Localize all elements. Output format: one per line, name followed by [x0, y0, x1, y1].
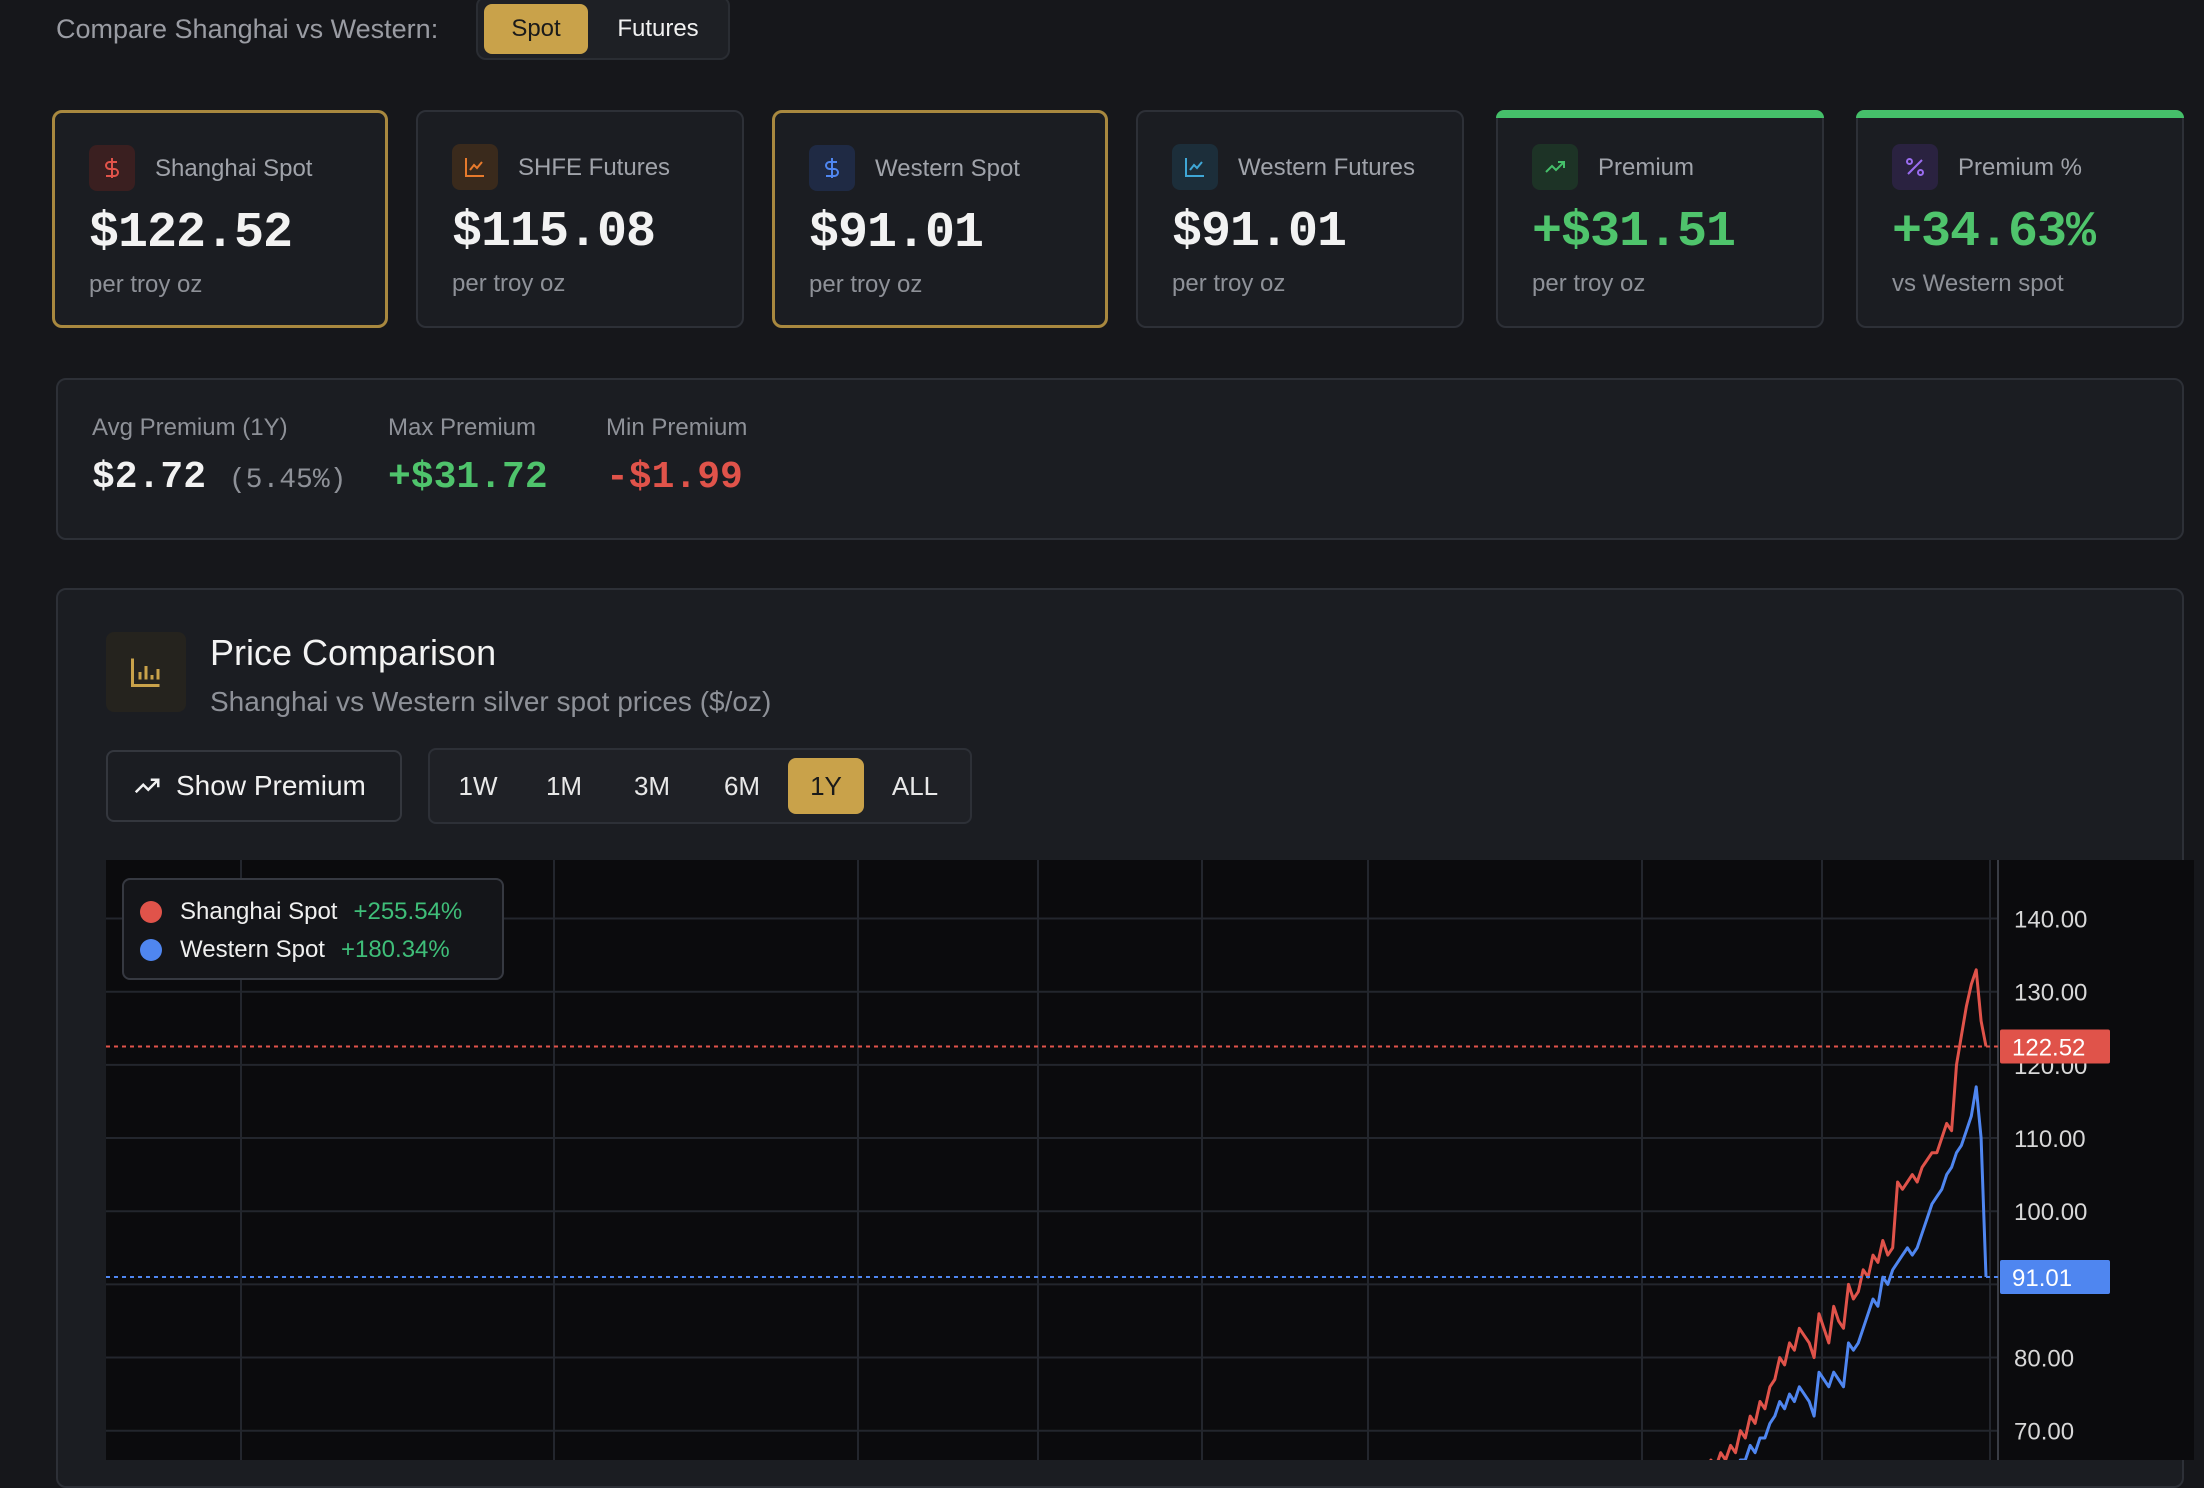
range-3m-button[interactable]: 3M	[633, 771, 671, 801]
card-shanghai-spot: Shanghai Spot $122.52 per troy oz	[52, 110, 388, 328]
max-premium-label: Max Premium	[388, 414, 537, 441]
card-title: Western Futures	[1238, 154, 1415, 181]
card-premium-percent: Premium % +34.63% vs Western spot	[1856, 110, 2184, 328]
card-value: $122.52	[89, 205, 293, 262]
card-value: $91.01	[809, 205, 984, 262]
price-tag-label: 91.01	[2012, 1265, 2072, 1292]
bar-chart-icon	[106, 632, 186, 712]
compare-label: Compare Shanghai vs Western:	[56, 14, 439, 44]
card-subtitle: per troy oz	[1532, 270, 1646, 297]
legend-label: Shanghai Spot	[180, 898, 338, 925]
legend-item-shanghai[interactable]: Shanghai Spot +255.54%	[140, 894, 462, 930]
card-subtitle: per troy oz	[809, 271, 923, 298]
price-comparison-panel: Price Comparison Shanghai vs Western sil…	[56, 588, 2194, 1488]
y-tick-label: 100.00	[2014, 1199, 2087, 1226]
percent-icon	[1892, 144, 1938, 190]
series-line-western	[1738, 1085, 1988, 1460]
trending-up-icon	[1532, 144, 1578, 190]
premium-stats: Avg Premium (1Y) $2.72 (5.45%) Max Premi…	[56, 378, 2184, 540]
card-western-spot: Western Spot $91.01 per troy oz	[772, 110, 1108, 328]
futures-toggle-button[interactable]: Futures	[617, 15, 699, 42]
y-tick-label: 70.00	[2014, 1419, 2074, 1446]
max-premium-value: +$31.72	[388, 456, 548, 499]
card-subtitle: vs Western spot	[1892, 270, 2064, 297]
dollar-icon	[89, 145, 135, 191]
min-premium-label: Min Premium	[606, 414, 748, 441]
series-line-shanghai	[1709, 968, 1988, 1460]
card-shfe-futures: SHFE Futures $115.08 per troy oz	[416, 110, 744, 328]
range-1w-button[interactable]: 1W	[458, 771, 498, 801]
card-value: +34.63%	[1892, 204, 2096, 261]
card-value: +$31.51	[1532, 204, 1736, 261]
price-tag	[2000, 1029, 2110, 1064]
show-premium-button[interactable]: Show Premium	[106, 750, 402, 822]
trending-up-icon	[134, 778, 160, 794]
y-tick-label: 130.00	[2014, 980, 2087, 1007]
range-all-button[interactable]: ALL	[891, 771, 939, 801]
line-chart-icon	[452, 144, 498, 190]
legend-change: +180.34%	[340, 936, 450, 963]
line-chart-icon	[1172, 144, 1218, 190]
card-subtitle: per troy oz	[89, 271, 203, 298]
card-title: Western Spot	[875, 155, 1020, 182]
chart-legend: Shanghai Spot +255.54% Western Spot +180…	[122, 878, 504, 980]
card-premium: Premium +$31.51 per troy oz	[1496, 110, 1824, 328]
card-title: Shanghai Spot	[155, 155, 313, 182]
card-title: Premium	[1598, 154, 1695, 181]
dollar-icon	[809, 145, 855, 191]
compare-toggle: Spot Futures	[476, 0, 730, 60]
legend-label: Western Spot	[180, 936, 325, 963]
card-title: SHFE Futures	[518, 154, 671, 181]
avg-premium-label: Avg Premium (1Y)	[92, 414, 288, 441]
card-subtitle: per troy oz	[452, 270, 566, 297]
range-1m-button[interactable]: 1M	[545, 771, 583, 801]
legend-dot	[140, 901, 162, 923]
y-tick-label: 110.00	[2014, 1126, 2086, 1153]
legend-change: +255.54%	[353, 898, 463, 925]
time-range-selector: 1W 1M 3M 6M 1Y ALL	[428, 748, 972, 824]
min-premium-value: -$1.99	[606, 456, 743, 499]
card-value: $91.01	[1172, 204, 1347, 261]
price-tag-label: 122.52	[2012, 1034, 2085, 1061]
spot-toggle-button[interactable]: Spot	[484, 4, 588, 54]
card-title: Premium %	[1958, 154, 2083, 181]
avg-premium-percent: (5.45%)	[228, 465, 347, 496]
range-6m-button[interactable]: 6M	[723, 771, 761, 801]
card-subtitle: per troy oz	[1172, 270, 1286, 297]
price-tag	[2000, 1260, 2110, 1294]
y-tick-label: 80.00	[2014, 1346, 2074, 1373]
y-tick-label: 140.00	[2014, 907, 2087, 934]
range-1y-button[interactable]: 1Y	[788, 758, 864, 814]
legend-dot	[140, 939, 162, 961]
legend-item-western[interactable]: Western Spot +180.34%	[140, 932, 450, 968]
avg-premium-value: $2.72 (5.45%)	[92, 456, 346, 499]
card-western-futures: Western Futures $91.01 per troy oz	[1136, 110, 1464, 328]
avg-premium-amount: $2.72	[92, 456, 207, 499]
panel-subtitle: Shanghai vs Western silver spot prices (…	[210, 686, 772, 717]
show-premium-label: Show Premium	[176, 770, 366, 801]
panel-title: Price Comparison	[210, 632, 497, 673]
card-value: $115.08	[452, 204, 656, 261]
